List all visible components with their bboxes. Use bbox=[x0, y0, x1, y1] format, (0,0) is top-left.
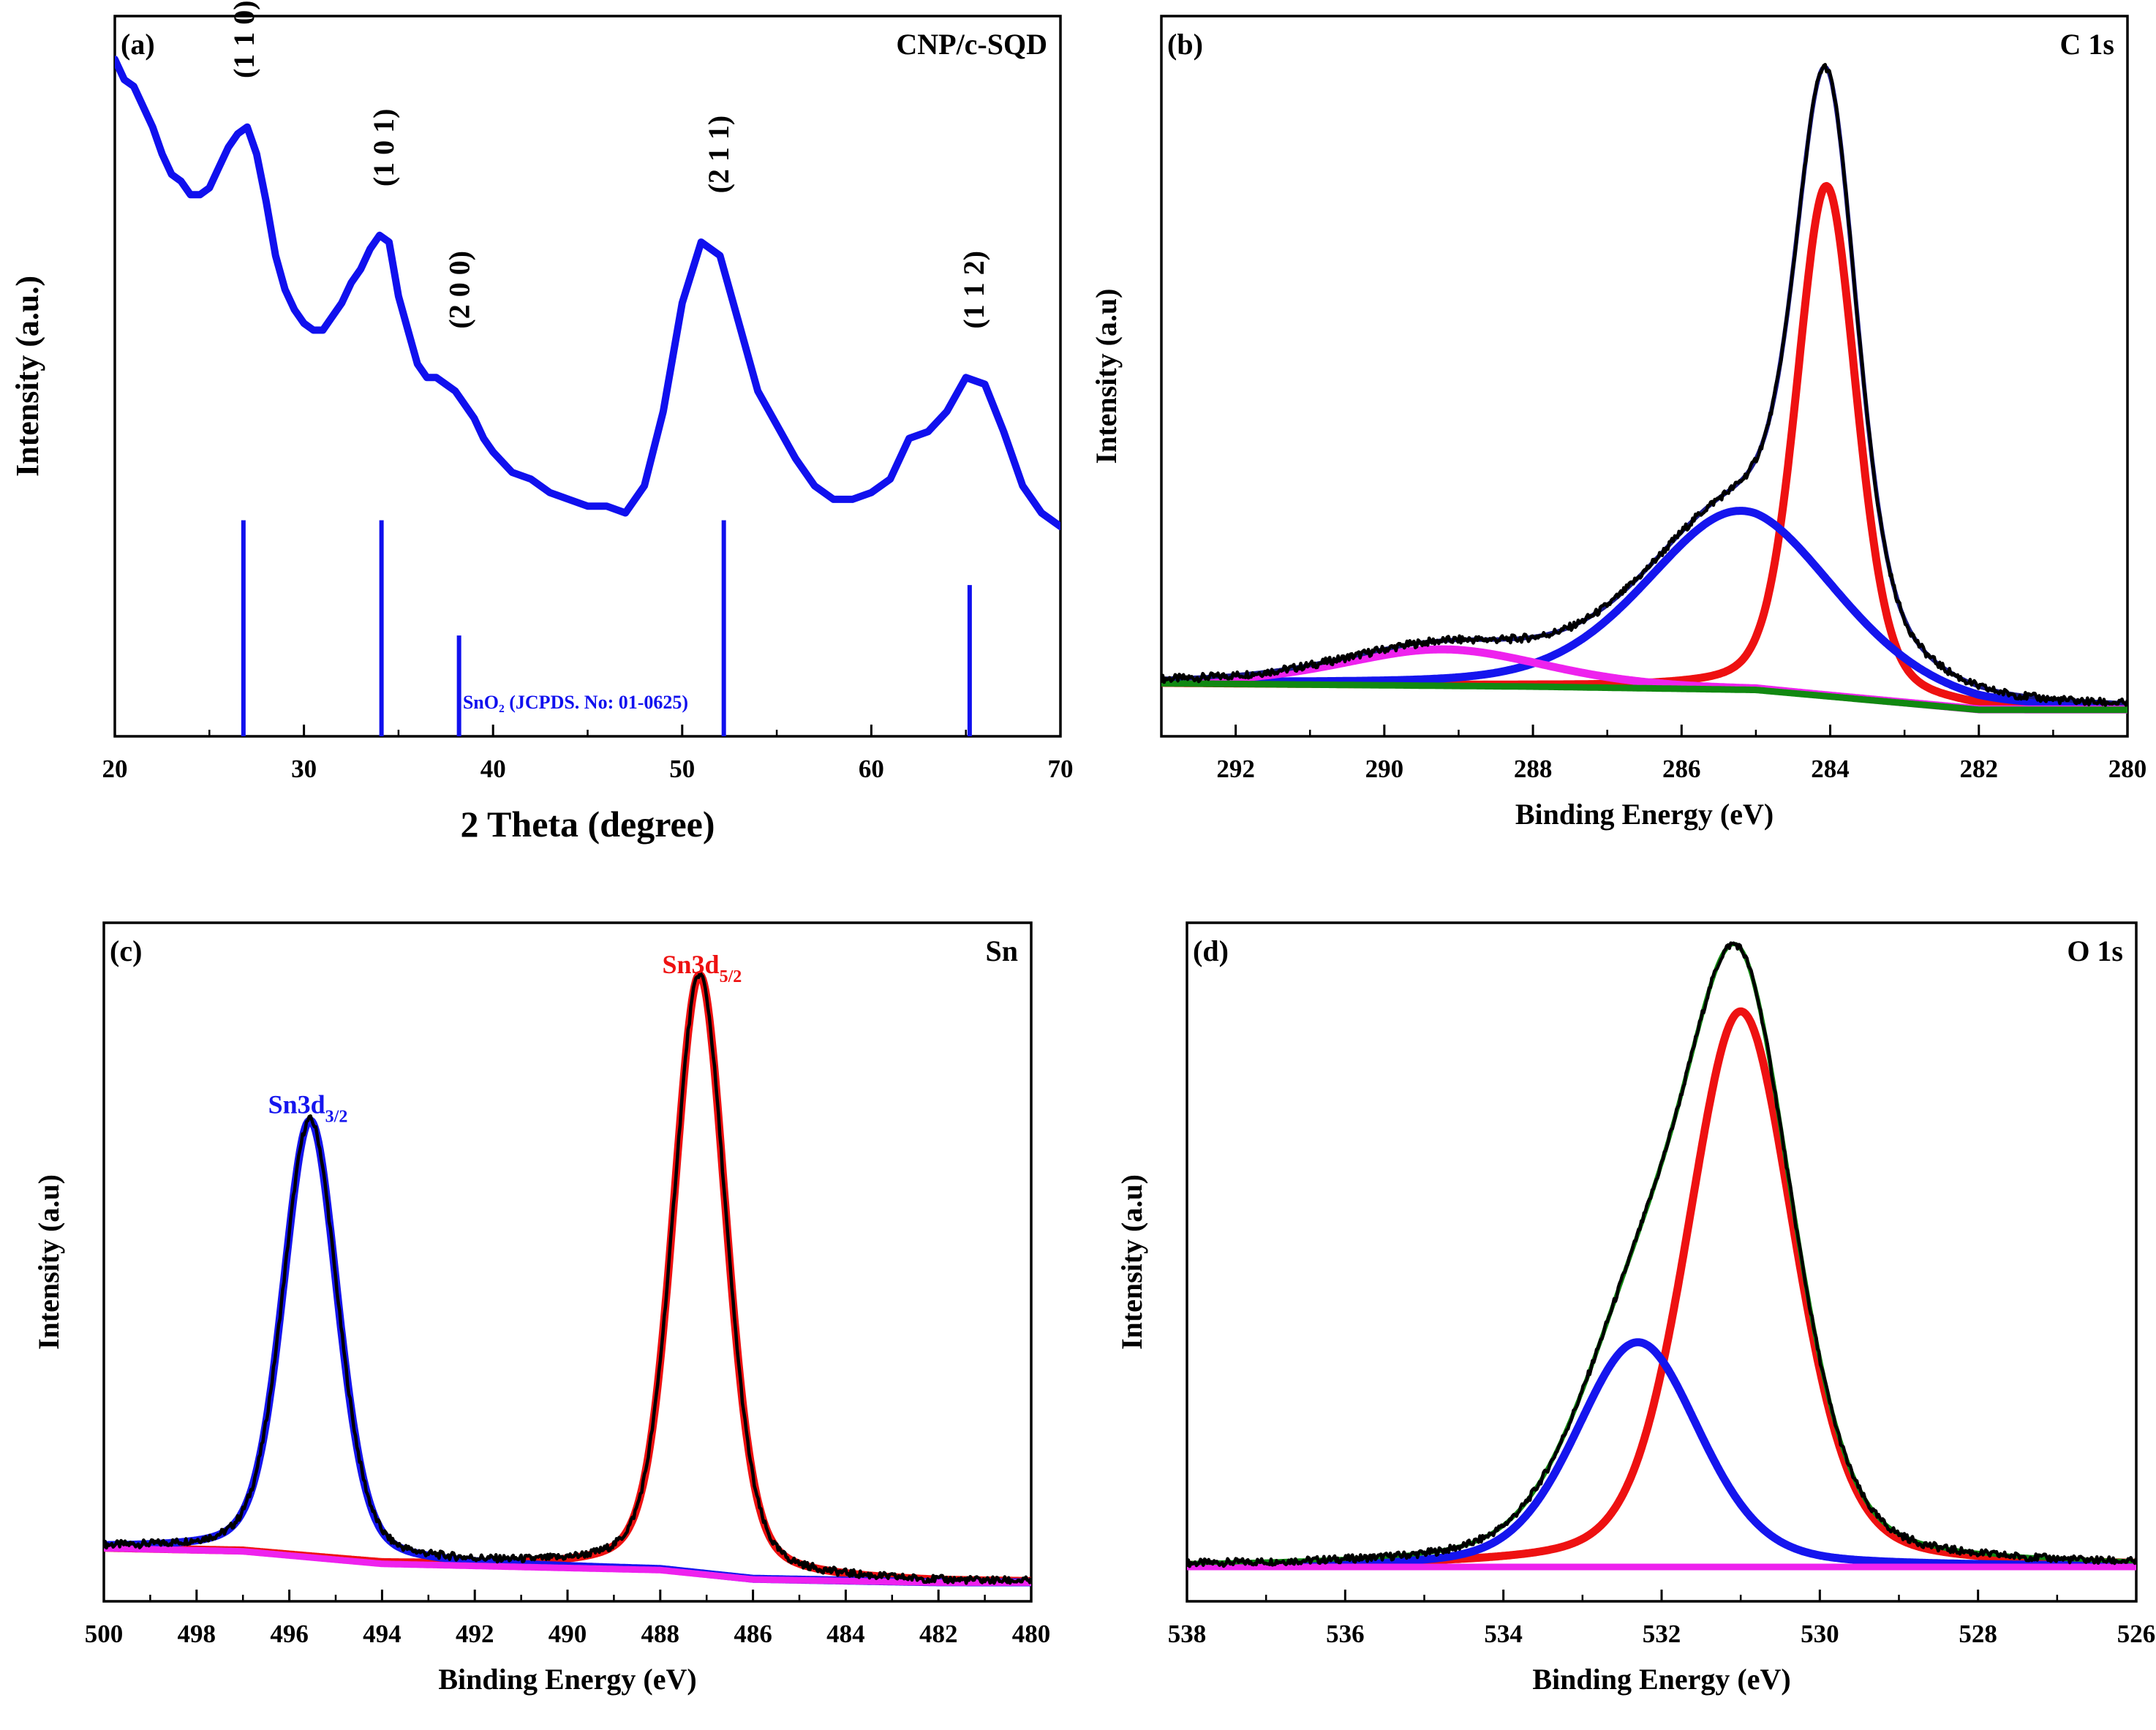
x-tick-label: 490 bbox=[549, 1620, 587, 1648]
measured-spectrum-line bbox=[1187, 941, 2136, 1568]
x-tick-label: 70 bbox=[1048, 755, 1074, 783]
x-tick-label: 538 bbox=[1168, 1620, 1207, 1648]
x-axis-label: Binding Energy (eV) bbox=[438, 1663, 696, 1696]
peak-annotation-subscript: 3/2 bbox=[325, 1108, 348, 1127]
x-tick-label: 488 bbox=[641, 1620, 680, 1648]
plane-annotation: (2 0 0) bbox=[443, 251, 476, 329]
x-axis: 20 30 40 50 60 70 bbox=[102, 725, 1074, 783]
x-tick-label: 40 bbox=[480, 755, 506, 783]
plot-area bbox=[104, 970, 1031, 1587]
panel-a: 20 30 40 50 60 70 2 Theta (degree) Intensity (a… bbox=[10, 0, 1074, 845]
x-tick-label: 528 bbox=[1959, 1620, 1997, 1648]
x-tick-label: 482 bbox=[919, 1620, 958, 1648]
y-axis-label: Intensity (a.u.) bbox=[10, 276, 45, 477]
x-tick-label: 530 bbox=[1801, 1620, 1839, 1648]
measured-spectrum-line bbox=[104, 970, 1031, 1585]
x-tick-label: 484 bbox=[826, 1620, 865, 1648]
panel-c: 500 498 496 494 492 490 488 486 484 482 480 Binding… bbox=[32, 921, 1051, 1696]
peak-annotation: Sn3d5/2 bbox=[662, 950, 742, 986]
chart-title: CNP/c-SQD bbox=[896, 28, 1047, 61]
peak-annotation-main: Sn3d bbox=[268, 1090, 325, 1119]
x-tick-label: 50 bbox=[669, 755, 695, 783]
x-tick-label: 284 bbox=[1811, 755, 1850, 783]
background-line bbox=[1161, 680, 2127, 714]
x-tick-label: 534 bbox=[1484, 1620, 1523, 1648]
x-axis: 538 536 534 532 530 528 526 bbox=[1168, 1590, 2156, 1648]
x-axis-label: Binding Energy (eV) bbox=[1532, 1663, 1790, 1696]
peak-annotation: Sn3d3/2 bbox=[268, 1090, 348, 1127]
chart-title: O 1s bbox=[2067, 934, 2123, 967]
peak-annotation-main: Sn3d bbox=[662, 950, 719, 979]
peak-annotation-subscript: 5/2 bbox=[720, 967, 742, 986]
x-tick-label: 292 bbox=[1216, 755, 1255, 783]
x-tick-label: 494 bbox=[363, 1620, 402, 1648]
plot-area bbox=[115, 56, 1060, 736]
measured-spectrum-line bbox=[1161, 63, 2127, 707]
x-tick-label: 20 bbox=[102, 755, 128, 783]
panel-label: (a) bbox=[121, 28, 155, 61]
x-axis: 500 498 496 494 492 490 488 486 484 482 480 bbox=[85, 1590, 1051, 1648]
x-axis: 292 290 288 286 284 282 280 bbox=[1216, 725, 2146, 783]
x-tick-label: 500 bbox=[85, 1620, 124, 1648]
panel-b: 292 290 288 286 284 282 280 Binding Energy (eV)… bbox=[1090, 15, 2146, 831]
reference-label: SnO₂ (JCPDS. No: 01-0625) bbox=[463, 692, 688, 713]
plane-annotation: (1 0 1) bbox=[367, 109, 400, 187]
panel-label: (b) bbox=[1167, 28, 1203, 61]
plane-annotation: (2 1 1) bbox=[702, 116, 735, 194]
panel-label: (d) bbox=[1193, 934, 1229, 967]
y-axis-label: Intensity (a.u) bbox=[1090, 288, 1123, 464]
panels: 20 30 40 50 60 70 2 Theta (degree) Intensity (a… bbox=[10, 0, 2155, 1696]
x-tick-label: 288 bbox=[1514, 755, 1553, 783]
y-axis-label: Intensity (a.u) bbox=[32, 1174, 65, 1350]
x-tick-label: 532 bbox=[1643, 1620, 1681, 1648]
plot-area bbox=[1187, 941, 2136, 1571]
panel-label: (c) bbox=[110, 934, 142, 967]
chart-title: C 1s bbox=[2060, 28, 2114, 61]
x-tick-label: 486 bbox=[734, 1620, 772, 1648]
plot-area bbox=[1161, 63, 2127, 714]
panel-d: 538 536 534 532 530 528 526 Binding Energy (eV)… bbox=[1115, 921, 2156, 1696]
x-tick-label: 498 bbox=[178, 1620, 216, 1648]
x-axis-label: 2 Theta (degree) bbox=[460, 804, 715, 845]
x-tick-label: 286 bbox=[1662, 755, 1701, 783]
x-tick-label: 30 bbox=[291, 755, 317, 783]
y-axis-label: Intensity (a.u) bbox=[1115, 1174, 1148, 1350]
x-tick-label: 526 bbox=[2117, 1620, 2156, 1648]
xrd-pattern-line bbox=[115, 56, 1060, 530]
x-tick-label: 492 bbox=[456, 1620, 494, 1648]
fitted-peak-line bbox=[1161, 507, 2127, 710]
background-line bbox=[104, 1544, 1031, 1586]
x-tick-label: 480 bbox=[1012, 1620, 1051, 1648]
plane-annotation: (1 1 0) bbox=[227, 0, 260, 78]
x-tick-label: 496 bbox=[270, 1620, 309, 1648]
x-tick-label: 536 bbox=[1326, 1620, 1365, 1648]
x-tick-label: 282 bbox=[1960, 755, 1999, 783]
x-tick-label: 280 bbox=[2108, 755, 2147, 783]
plot-frame bbox=[1160, 15, 2129, 738]
x-tick-label: 290 bbox=[1365, 755, 1404, 783]
plane-annotation: (1 1 2) bbox=[957, 251, 990, 329]
chart-title: Sn bbox=[986, 934, 1019, 967]
x-tick-label: 60 bbox=[859, 755, 884, 783]
x-axis-label: Binding Energy (eV) bbox=[1515, 798, 1774, 831]
